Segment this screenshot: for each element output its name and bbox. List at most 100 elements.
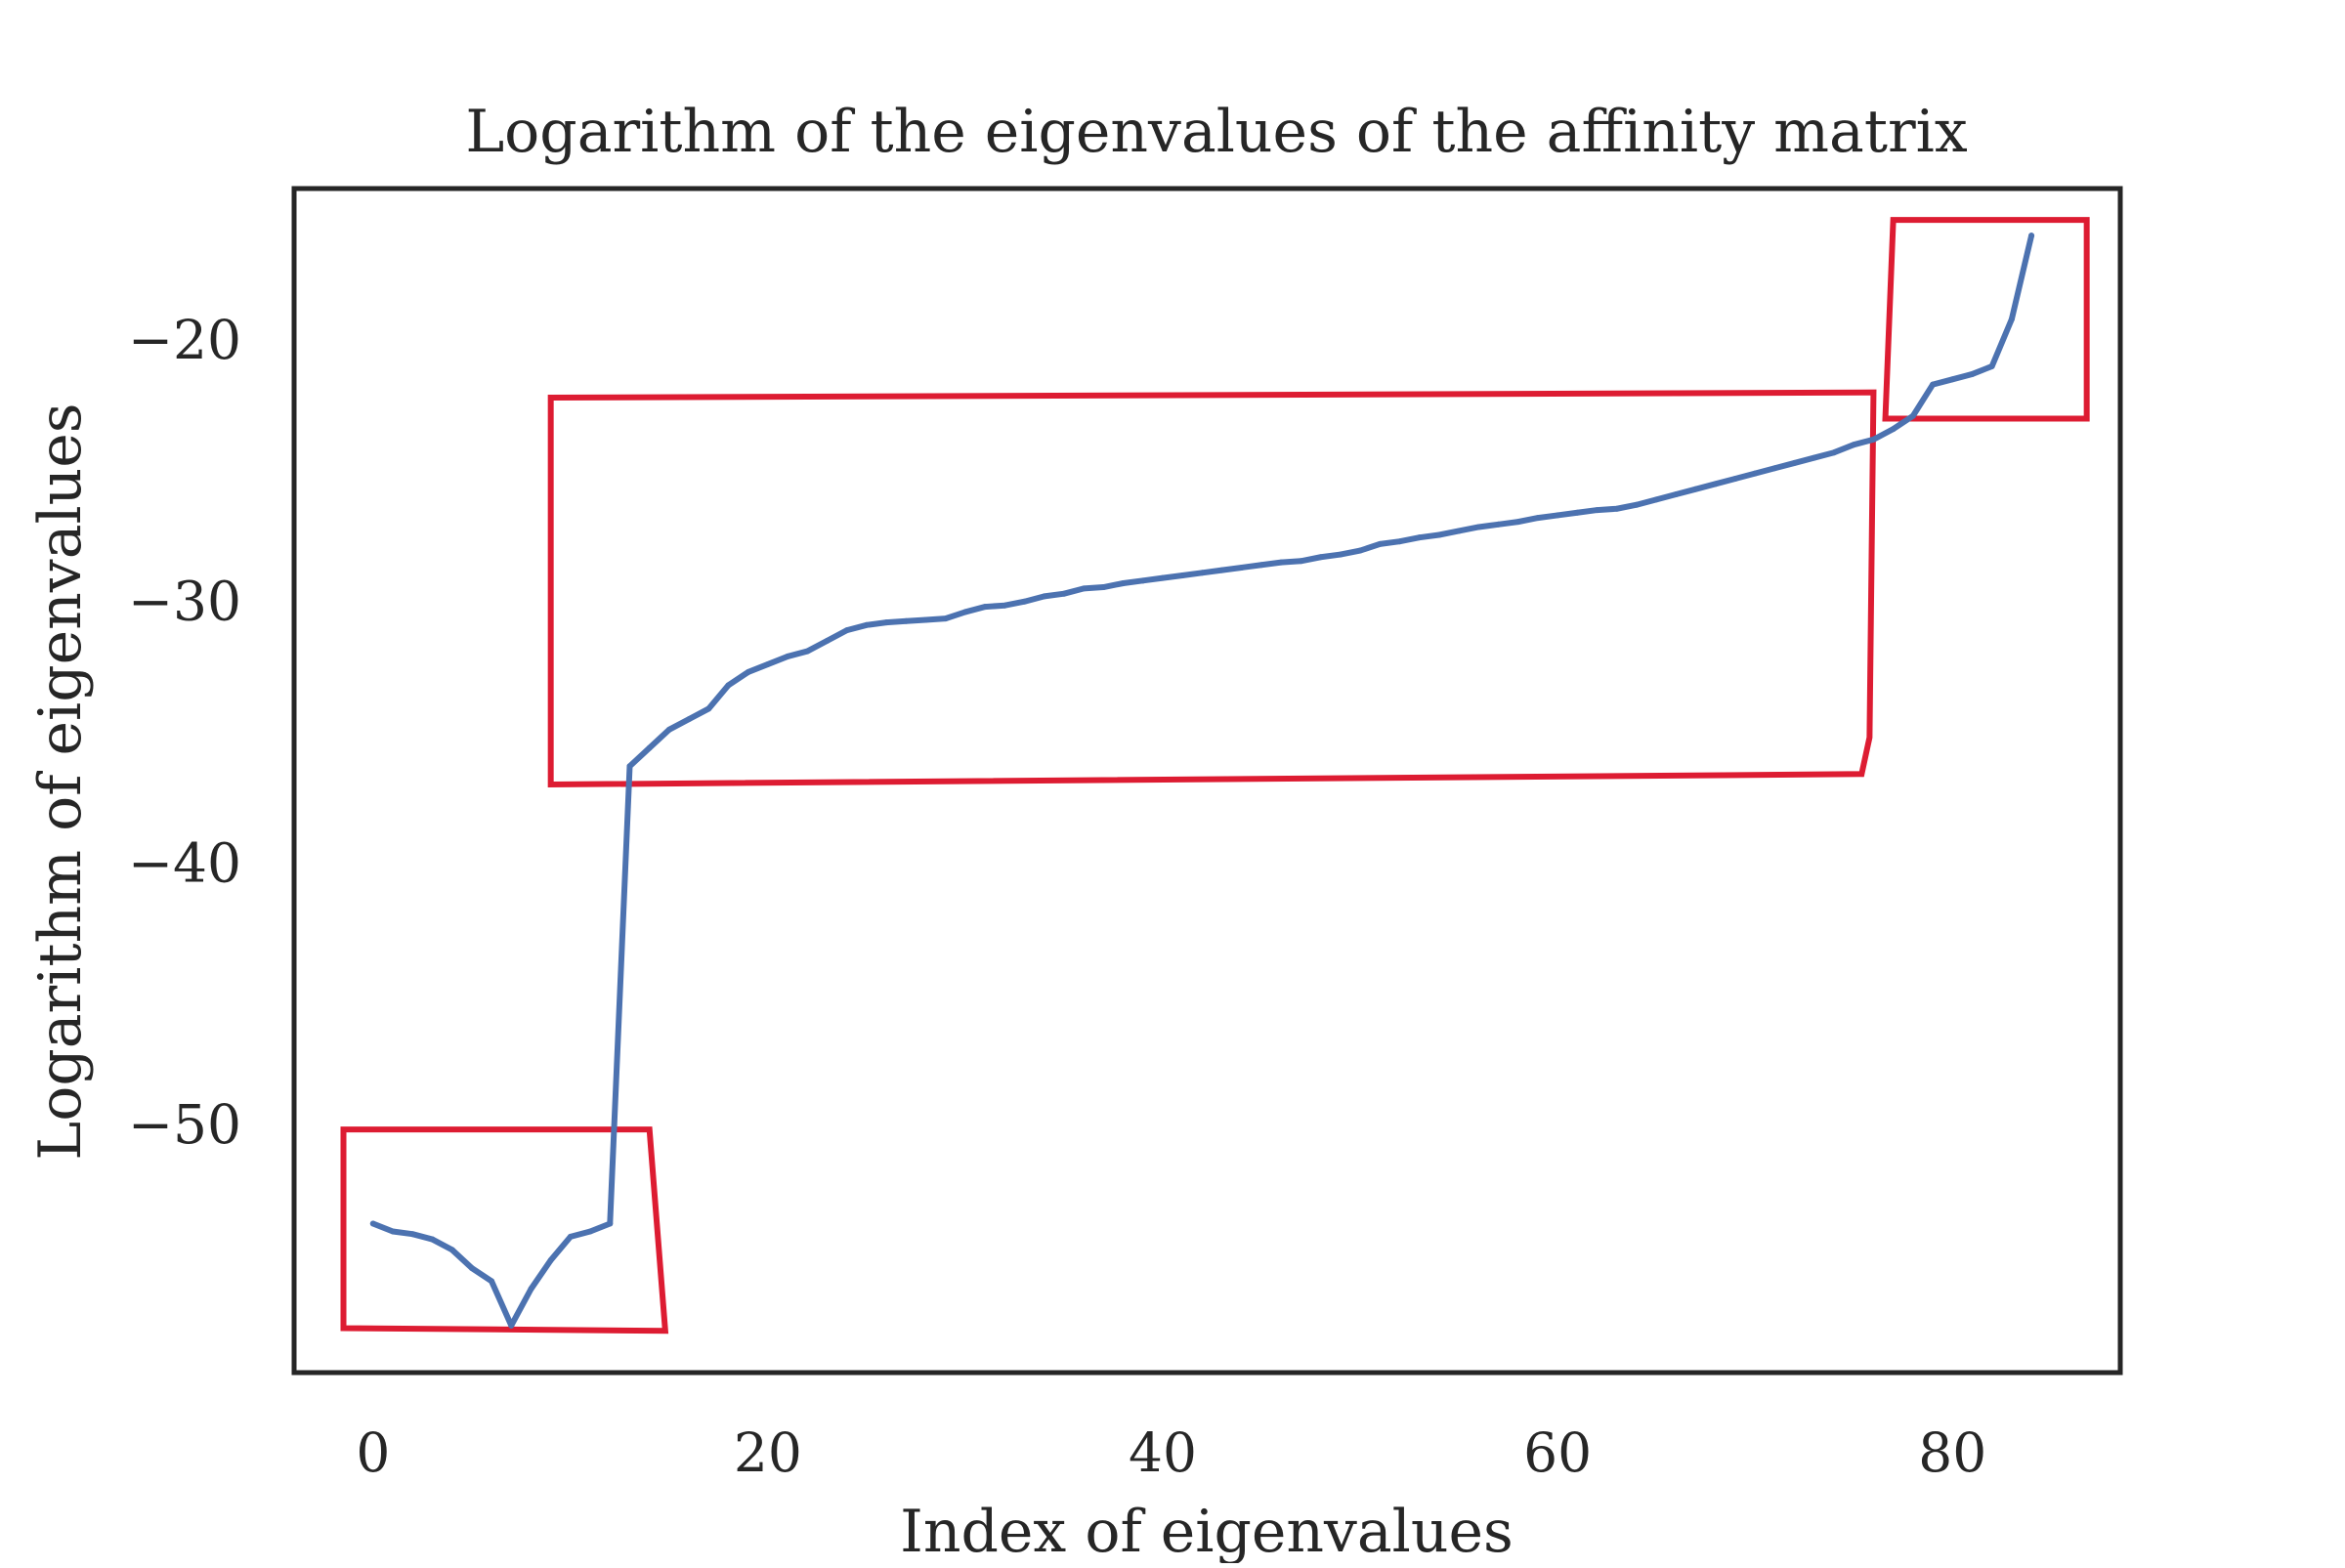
data-point	[2028, 233, 2035, 239]
data-point	[745, 668, 751, 675]
data-point	[1555, 512, 1561, 519]
data-point	[725, 682, 732, 689]
data-point	[1100, 584, 1107, 591]
data-point	[1653, 496, 1660, 503]
data-point	[961, 609, 968, 615]
data-point	[1041, 593, 1047, 600]
data-point	[1218, 567, 1225, 573]
data-point	[547, 1256, 554, 1263]
y-tick-label: −30	[128, 571, 241, 633]
data-point	[922, 616, 929, 623]
chart-title: Logarithm of the eigenvalues of the affi…	[465, 98, 1967, 166]
data-point	[409, 1231, 416, 1238]
data-point	[1002, 602, 1008, 609]
data-point	[508, 1322, 515, 1329]
x-tick-label: 60	[1523, 1421, 1592, 1484]
data-point	[863, 621, 870, 628]
data-point	[824, 637, 831, 644]
data-point	[607, 1220, 614, 1227]
x-tick-label: 40	[1129, 1421, 1197, 1484]
tick-labels: 0 20 40 60 80 −50 −40 −30 −20	[128, 309, 1986, 1484]
data-point	[1574, 509, 1581, 516]
data-point	[1120, 580, 1127, 586]
data-point	[489, 1278, 495, 1285]
data-point	[1416, 534, 1423, 541]
data-point	[1396, 538, 1403, 545]
plot-area	[340, 217, 2090, 1335]
highlight-box-2	[547, 389, 1877, 788]
data-point	[705, 705, 712, 712]
data-point	[1495, 521, 1502, 528]
highlight-box-3	[1882, 217, 2090, 422]
data-point	[1179, 572, 1186, 578]
data-point	[1930, 381, 1937, 388]
data-point	[903, 617, 910, 624]
data-point	[686, 716, 693, 723]
data-point	[646, 744, 653, 751]
data-point	[1811, 454, 1817, 461]
data-point	[1633, 501, 1640, 508]
data-point	[1731, 475, 1738, 482]
series-points	[369, 233, 2035, 1329]
y-tick-label: −40	[128, 831, 241, 894]
data-point	[1021, 598, 1028, 605]
data-point	[1831, 449, 1838, 456]
x-axis-label: Index of eigenvalues	[900, 1498, 1514, 1563]
data-point	[1851, 442, 1857, 448]
data-point	[1771, 465, 1778, 472]
data-point	[1949, 376, 1956, 383]
data-point	[587, 1228, 594, 1235]
data-point	[1969, 370, 1976, 377]
data-point	[1238, 564, 1245, 571]
data-point	[785, 653, 791, 659]
data-point	[369, 1220, 376, 1227]
data-point	[1534, 515, 1541, 522]
data-point	[626, 763, 633, 770]
data-point	[1870, 436, 1877, 443]
data-point	[1712, 481, 1719, 487]
data-point	[448, 1247, 455, 1253]
data-point	[942, 615, 949, 622]
data-point	[1337, 551, 1343, 558]
data-point	[1278, 559, 1285, 566]
data-point	[1258, 562, 1265, 569]
data-point	[390, 1228, 397, 1235]
data-point	[1456, 528, 1463, 534]
data-point	[528, 1286, 534, 1293]
data-point	[1890, 426, 1897, 433]
y-axis-label: Logarithm of eigenvalues	[26, 403, 95, 1160]
x-tick-label: 20	[734, 1421, 802, 1484]
highlight-box-1	[340, 1126, 669, 1335]
data-point	[1909, 412, 1916, 419]
data-point	[982, 604, 989, 611]
data-point	[1613, 505, 1620, 512]
data-point	[883, 619, 890, 626]
data-point	[665, 726, 672, 733]
data-point	[429, 1236, 436, 1243]
plot-frame	[291, 186, 2123, 1376]
data-point	[1199, 570, 1206, 576]
data-point	[1692, 486, 1699, 492]
data-point	[567, 1233, 574, 1240]
data-point	[1081, 585, 1087, 592]
data-point	[804, 648, 811, 655]
data-point	[1791, 459, 1798, 466]
data-point	[1752, 470, 1759, 477]
y-tick-label: −50	[128, 1093, 241, 1156]
data-point	[1317, 554, 1324, 561]
data-point	[843, 627, 850, 634]
data-point	[1514, 519, 1521, 526]
data-point	[1594, 507, 1600, 514]
data-point	[2008, 316, 2015, 322]
data-point	[1988, 362, 1995, 369]
data-point	[1435, 531, 1442, 538]
data-point	[1673, 491, 1680, 498]
x-tick-label: 80	[1918, 1421, 1986, 1484]
data-point	[1475, 524, 1482, 530]
data-point	[764, 660, 771, 667]
data-point	[1061, 590, 1068, 597]
x-tick-label: 0	[356, 1421, 390, 1484]
data-point	[1377, 540, 1384, 547]
